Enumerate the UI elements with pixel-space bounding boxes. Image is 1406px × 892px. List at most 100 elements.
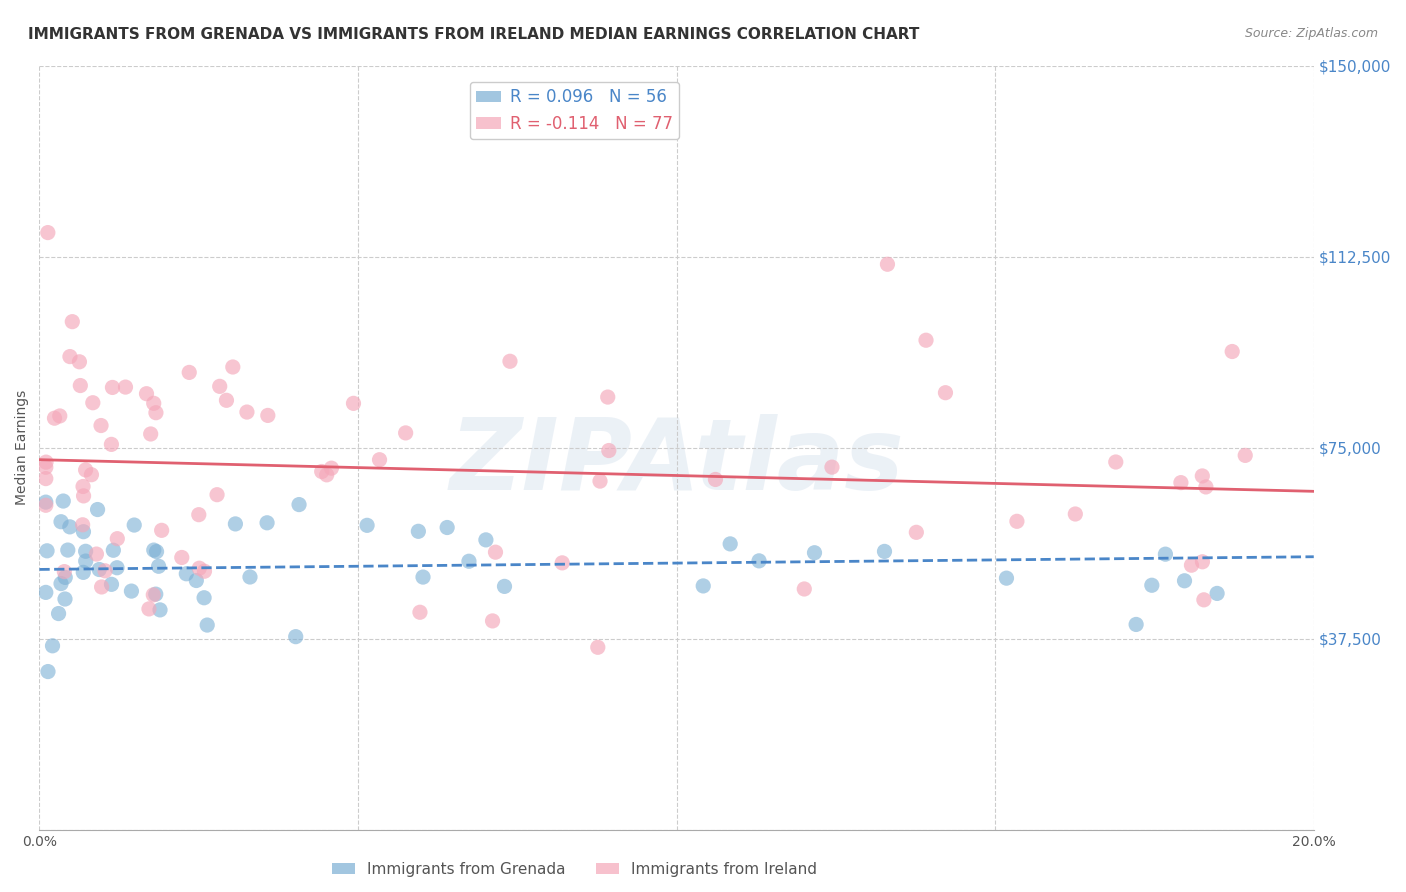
Point — [475, 533, 498, 547]
Point — [205, 488, 228, 502]
Point — [135, 386, 157, 401]
Point — [1192, 592, 1215, 607]
Point — [1154, 547, 1177, 561]
Point — [80, 467, 103, 482]
Point — [193, 591, 215, 605]
Point — [75, 463, 97, 477]
Point — [35, 498, 58, 512]
Point — [100, 577, 122, 591]
Point — [718, 537, 741, 551]
Point — [342, 396, 364, 410]
Point — [37, 665, 59, 679]
Point — [193, 564, 215, 578]
Point — [35, 543, 58, 558]
Point — [311, 465, 333, 479]
Point — [876, 257, 898, 271]
Point — [408, 524, 430, 539]
Point — [170, 550, 193, 565]
Point — [90, 418, 112, 433]
Point — [86, 547, 108, 561]
Point — [1180, 558, 1202, 573]
Point — [551, 556, 574, 570]
Point — [53, 565, 76, 579]
Point — [356, 518, 378, 533]
Point — [1064, 507, 1087, 521]
Legend: Immigrants from Grenada, Immigrants from Ireland: Immigrants from Grenada, Immigrants from… — [326, 856, 824, 883]
Point — [89, 562, 111, 576]
Point — [409, 605, 432, 619]
Point — [368, 452, 391, 467]
Point — [995, 571, 1018, 585]
Point — [35, 495, 58, 509]
Point — [142, 543, 165, 558]
Point — [49, 576, 72, 591]
Point — [436, 520, 458, 534]
Point — [139, 427, 162, 442]
Point — [412, 570, 434, 584]
Point — [481, 614, 503, 628]
Point — [35, 472, 58, 486]
Y-axis label: Median Earnings: Median Earnings — [15, 390, 30, 505]
Point — [1195, 480, 1218, 494]
Point — [239, 570, 262, 584]
Point — [186, 574, 208, 588]
Point — [90, 580, 112, 594]
Point — [49, 409, 72, 423]
Point — [49, 515, 72, 529]
Point — [53, 592, 76, 607]
Point — [586, 640, 609, 655]
Point — [484, 545, 506, 559]
Point — [1140, 578, 1163, 592]
Point — [148, 559, 170, 574]
Point — [458, 554, 481, 568]
Point — [256, 516, 278, 530]
Point — [103, 543, 125, 558]
Point — [187, 508, 209, 522]
Point — [86, 502, 108, 516]
Point — [1220, 344, 1243, 359]
Point — [315, 467, 337, 482]
Point — [138, 602, 160, 616]
Point — [72, 524, 94, 539]
Point — [150, 524, 173, 538]
Point — [145, 587, 167, 601]
Point — [114, 380, 136, 394]
Point — [142, 588, 165, 602]
Point — [75, 554, 97, 568]
Point — [1125, 617, 1147, 632]
Point — [100, 437, 122, 451]
Point — [905, 525, 928, 540]
Point — [145, 406, 167, 420]
Point — [1191, 555, 1213, 569]
Point — [215, 393, 238, 408]
Point — [72, 566, 94, 580]
Point — [596, 390, 619, 404]
Point — [589, 474, 612, 488]
Point — [1005, 514, 1028, 528]
Point — [72, 489, 94, 503]
Point — [35, 585, 58, 599]
Point — [179, 366, 201, 380]
Point — [284, 630, 307, 644]
Point — [224, 516, 246, 531]
Point — [176, 566, 198, 581]
Point — [105, 532, 128, 546]
Point — [803, 546, 825, 560]
Point — [195, 618, 218, 632]
Text: ZIPAtlas: ZIPAtlas — [449, 415, 904, 511]
Text: IMMIGRANTS FROM GRENADA VS IMMIGRANTS FROM IRELAND MEDIAN EARNINGS CORRELATION C: IMMIGRANTS FROM GRENADA VS IMMIGRANTS FR… — [28, 27, 920, 42]
Point — [94, 564, 117, 578]
Point — [48, 607, 70, 621]
Point — [56, 543, 79, 558]
Text: Source: ZipAtlas.com: Source: ZipAtlas.com — [1244, 27, 1378, 40]
Point — [188, 561, 211, 575]
Point — [72, 479, 94, 493]
Point — [69, 378, 91, 392]
Point — [59, 520, 82, 534]
Point — [1105, 455, 1128, 469]
Point — [598, 443, 620, 458]
Point — [208, 379, 231, 393]
Point — [821, 460, 844, 475]
Point — [321, 461, 343, 475]
Point — [35, 460, 58, 475]
